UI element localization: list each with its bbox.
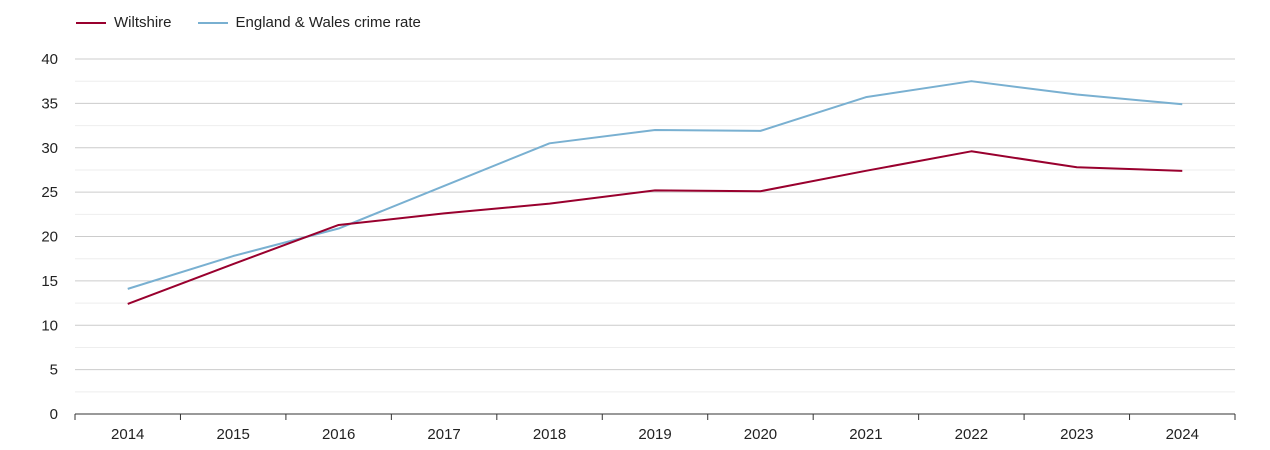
legend-swatch-wiltshire	[76, 21, 106, 24]
x-tick-label: 2016	[322, 426, 355, 443]
x-tick-label: 2024	[1166, 426, 1199, 443]
x-tick-label: 2022	[955, 426, 988, 443]
y-tick-label: 5	[50, 362, 58, 379]
x-tick-label: 2014	[111, 426, 144, 443]
series-line-wiltshire	[127, 150, 1183, 305]
x-tick-label: 2023	[1060, 426, 1093, 443]
y-tick-label: 0	[50, 406, 58, 423]
x-tick-label: 2018	[533, 426, 566, 443]
y-tick-label: 20	[41, 229, 58, 246]
x-tick-label: 2019	[638, 426, 671, 443]
x-tick-label: 2021	[849, 426, 882, 443]
y-tick-label: 15	[41, 273, 58, 290]
legend-label-england-wales: England & Wales crime rate	[235, 14, 421, 31]
x-tick-label: 2015	[216, 426, 249, 443]
legend-label-wiltshire: Wiltshire	[114, 14, 172, 31]
y-tick-label: 25	[41, 184, 58, 201]
legend: Wiltshire England & Wales crime rate	[76, 14, 447, 31]
y-tick-label: 30	[41, 140, 58, 157]
y-tick-label: 40	[41, 51, 58, 68]
y-tick-label: 10	[41, 317, 58, 334]
series-line-england-wales	[127, 80, 1183, 290]
y-tick-label: 35	[41, 95, 58, 112]
legend-item-england-wales[interactable]: England & Wales crime rate	[197, 14, 421, 31]
x-tick-label: 2020	[744, 426, 777, 443]
legend-swatch-england-wales	[197, 21, 228, 24]
x-tick-label: 2017	[427, 426, 460, 443]
legend-item-wiltshire[interactable]: Wiltshire	[76, 14, 172, 31]
